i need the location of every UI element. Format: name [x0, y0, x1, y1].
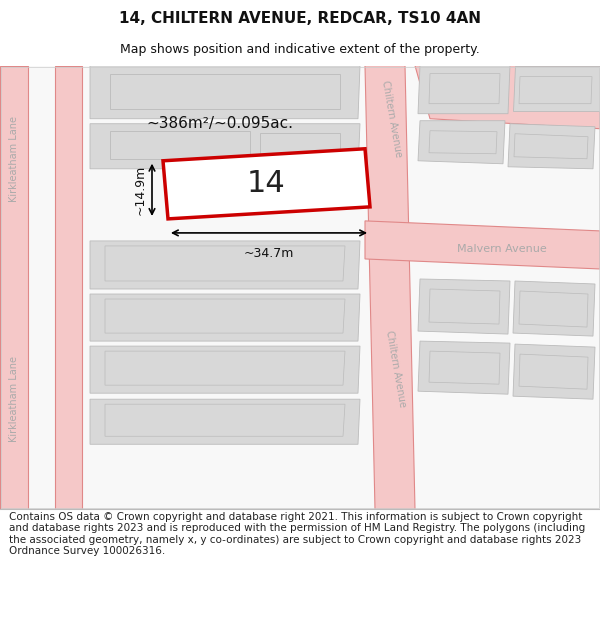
Text: Contains OS data © Crown copyright and database right 2021. This information is : Contains OS data © Crown copyright and d…	[9, 512, 585, 556]
Polygon shape	[90, 241, 360, 289]
Text: ~34.7m: ~34.7m	[244, 247, 294, 260]
Polygon shape	[418, 121, 505, 164]
Polygon shape	[260, 132, 340, 159]
Polygon shape	[90, 399, 360, 444]
Text: ~14.9m: ~14.9m	[134, 165, 147, 215]
Text: Map shows position and indicative extent of the property.: Map shows position and indicative extent…	[120, 42, 480, 56]
Polygon shape	[513, 66, 600, 111]
Polygon shape	[418, 279, 510, 334]
Polygon shape	[519, 291, 588, 327]
Polygon shape	[429, 289, 500, 324]
Polygon shape	[513, 344, 595, 399]
Polygon shape	[415, 66, 600, 129]
Polygon shape	[90, 346, 360, 393]
Polygon shape	[519, 354, 588, 389]
Text: 14: 14	[247, 169, 286, 198]
Polygon shape	[110, 131, 250, 159]
Polygon shape	[514, 134, 588, 159]
Polygon shape	[105, 246, 345, 281]
Polygon shape	[110, 74, 340, 109]
Text: Chiltern Avenue: Chiltern Avenue	[385, 330, 407, 408]
Polygon shape	[90, 66, 360, 119]
Polygon shape	[55, 66, 82, 509]
Text: Chiltern Avenue: Chiltern Avenue	[380, 79, 404, 158]
Polygon shape	[429, 74, 500, 104]
Polygon shape	[365, 221, 600, 269]
Polygon shape	[513, 281, 595, 336]
Polygon shape	[429, 131, 497, 154]
Text: ~386m²/~0.095ac.: ~386m²/~0.095ac.	[146, 116, 293, 131]
Polygon shape	[418, 341, 510, 394]
Polygon shape	[105, 404, 345, 436]
Polygon shape	[90, 124, 360, 169]
Polygon shape	[508, 124, 595, 169]
Text: Kirkleatham Lane: Kirkleatham Lane	[9, 356, 19, 442]
Text: Malvern Avenue: Malvern Avenue	[457, 244, 547, 254]
Polygon shape	[90, 294, 360, 341]
Text: 14, CHILTERN AVENUE, REDCAR, TS10 4AN: 14, CHILTERN AVENUE, REDCAR, TS10 4AN	[119, 11, 481, 26]
Polygon shape	[365, 66, 415, 509]
Polygon shape	[0, 66, 28, 509]
Polygon shape	[163, 149, 370, 219]
Polygon shape	[105, 351, 345, 385]
Polygon shape	[429, 351, 500, 384]
Polygon shape	[519, 77, 592, 104]
Polygon shape	[105, 299, 345, 333]
Text: Kirkleatham Lane: Kirkleatham Lane	[9, 116, 19, 202]
Polygon shape	[418, 66, 510, 114]
